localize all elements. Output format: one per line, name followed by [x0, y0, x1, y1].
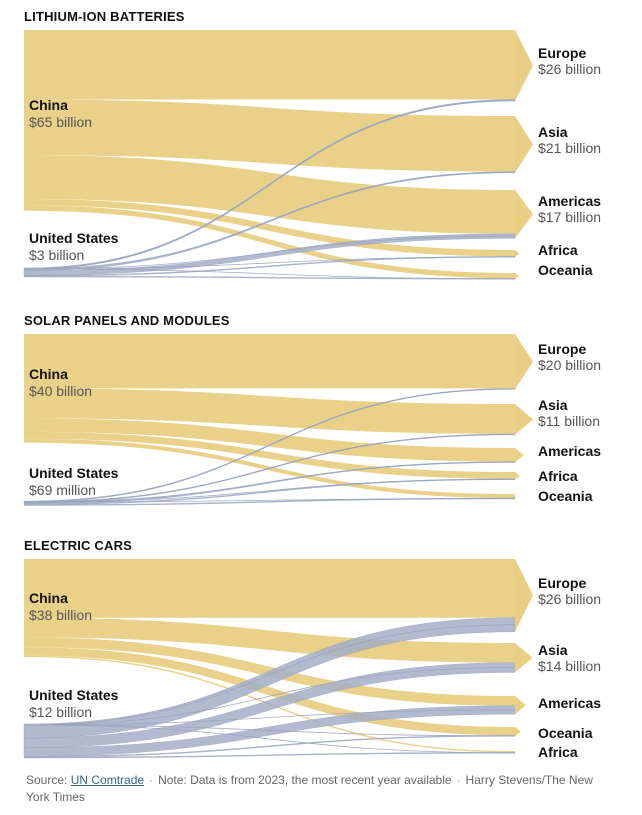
target-arrow-africa [515, 472, 520, 480]
source-name: United States [29, 465, 119, 481]
flow-line-us-to-africa [23, 256, 516, 270]
flow-line-us-to-oceania [23, 268, 516, 280]
target-arrow-asia [515, 643, 533, 673]
flows [23, 334, 516, 506]
target-value: $21 billion [538, 140, 601, 156]
source-name: China [29, 366, 68, 382]
target-arrow-europe [515, 559, 533, 632]
source-name: China [29, 590, 68, 606]
source-value: $38 billion [29, 607, 92, 623]
source-value: $40 billion [29, 383, 92, 399]
target-name: Americas [538, 695, 601, 711]
flow-line-us-to-oceania [23, 724, 516, 737]
flow-line-us-to-europe [23, 99, 516, 270]
target-arrow-oceania [515, 727, 521, 737]
footer-separator: · [149, 773, 154, 787]
source-name: United States [29, 687, 119, 703]
target-name: Americas [538, 193, 601, 209]
target-name: Europe [538, 45, 586, 61]
target-arrow-asia [515, 404, 533, 435]
flow-china-to-oceania [24, 647, 515, 736]
flow-china-to-europe [24, 334, 515, 389]
target-name: Asia [538, 397, 568, 413]
target-value: $14 billion [538, 658, 601, 674]
footer-separator: · [456, 773, 461, 787]
target-arrow-oceania [515, 273, 519, 280]
flow-united-states-to-oceania [23, 497, 516, 506]
flows [23, 559, 516, 759]
target-name: Africa [538, 744, 578, 760]
flow-line-us-to-africa [23, 478, 516, 503]
target-name: Americas [538, 443, 601, 459]
flow-china-to-africa [24, 199, 515, 257]
target-name: Europe [538, 575, 586, 591]
flow-united-states-to-africa [23, 752, 516, 759]
flow-line-us-to-americas [23, 709, 516, 726]
flow-china-to-africa [24, 431, 515, 479]
target-value: $20 billion [538, 357, 601, 373]
flow-line-us-to-asia [23, 433, 516, 503]
target-arrow-africa [515, 250, 520, 258]
flow-line-us-to-americas [23, 461, 516, 503]
chart-title: ELECTRIC CARS [24, 538, 132, 553]
flow-china-to-americas [24, 155, 515, 234]
target-arrow-asia [515, 116, 533, 173]
source-value: $65 billion [29, 114, 92, 130]
source-prefix: Source: [26, 773, 71, 787]
target-value: $26 billion [538, 61, 601, 77]
flow-line-us-to-asia [23, 667, 516, 726]
flow-china-to-asia [24, 388, 515, 434]
source-value: $3 billion [29, 247, 84, 263]
flow-line-us-to-africa [23, 724, 516, 754]
target-value: $11 billion [538, 413, 600, 429]
source-value: $69 million [29, 482, 96, 498]
source-value: $12 billion [29, 704, 92, 720]
target-arrow-europe [515, 30, 533, 102]
target-name: Oceania [538, 262, 593, 278]
target-name: Africa [538, 468, 578, 484]
footer: Source: UN Comtrade · Note: Data is from 2… [26, 772, 616, 806]
flow-line-us-to-europe [23, 624, 516, 726]
flow-china-to-europe [24, 559, 515, 618]
source-name: China [29, 97, 68, 113]
flow-united-states-to-oceania [23, 275, 516, 280]
flow-china-to-asia [24, 617, 515, 663]
source-link[interactable]: UN Comtrade [70, 773, 145, 787]
target-arrow-americas [515, 190, 533, 239]
footer-note: Note: Data is from 2023, the most recent… [158, 773, 452, 787]
source-name: United States [29, 230, 119, 246]
target-value: $26 billion [538, 591, 601, 607]
flow-line-us-to-asia [23, 171, 516, 270]
flow-china-to-oceania [24, 205, 515, 279]
target-name: Oceania [538, 725, 593, 741]
flow-line-us-to-europe [23, 388, 516, 503]
target-arrow-europe [515, 334, 533, 390]
flow-china-to-americas [24, 418, 515, 462]
sankey-panel: SOLAR PANELS AND MODULES China$40 billion… [23, 313, 601, 506]
sankey-panel: LITHIUM-ION BATTERIES China$65 billion Uni… [23, 9, 601, 280]
target-value: $17 billion [538, 209, 601, 225]
sankey-panel: ELECTRIC CARS China$38 billion United Stat… [23, 538, 601, 760]
flows [23, 30, 516, 280]
chart-title: LITHIUM-ION BATTERIES [24, 9, 185, 24]
flow-china-to-europe [24, 30, 515, 100]
target-name: Oceania [538, 488, 593, 504]
target-arrow-americas [515, 448, 524, 463]
flow-line-us-to-americas [23, 235, 516, 270]
target-arrow-americas [515, 696, 526, 715]
footer-credit: Harry Stevens/The New York Times [26, 773, 593, 804]
target-name: Asia [538, 124, 568, 140]
chart-title: SOLAR PANELS AND MODULES [24, 313, 230, 328]
flow-line-us-to-oceania [23, 498, 516, 503]
target-name: Asia [538, 642, 568, 658]
target-name: Europe [538, 341, 586, 357]
target-name: Africa [538, 242, 578, 258]
